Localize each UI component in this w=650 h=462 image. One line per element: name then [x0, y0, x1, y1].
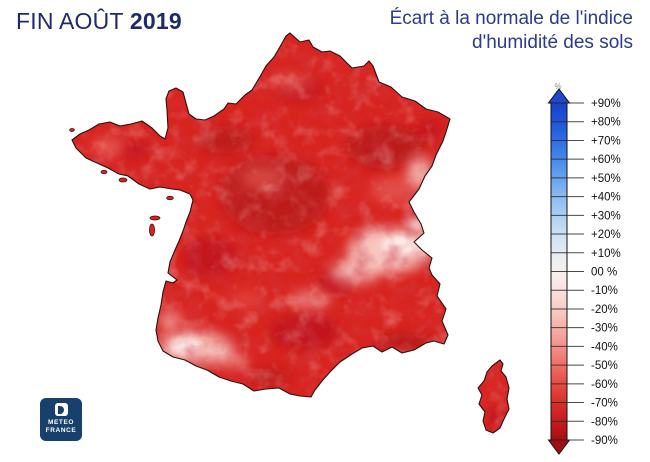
legend-tick-label: -30% — [591, 323, 618, 335]
legend-ticks — [551, 102, 584, 441]
period-title: FIN AOÛT 2019 — [16, 8, 182, 35]
legend-tick-label: -50% — [591, 360, 618, 372]
legend-tick-label: -70% — [591, 398, 618, 410]
meteo-france-logo: METEO FRANCE — [40, 398, 82, 441]
legend-tick-label: +10% — [591, 248, 621, 260]
legend-tick-label: +80% — [591, 117, 621, 129]
legend-tick-label: +60% — [591, 154, 621, 166]
legend-tick-label: +50% — [591, 173, 621, 185]
anomaly-raster-layer — [72, 33, 509, 433]
logo-text-line2: FRANCE — [45, 426, 77, 434]
coastal-islands — [69, 128, 174, 237]
legend-tick-label: -90% — [591, 435, 618, 447]
legend-unit-label: % — [554, 82, 561, 91]
period-label: FIN AOÛT — [16, 8, 124, 34]
color-scale-legend: % +90% +80% +70% +60% +50% +40% +30% +20% +10% 00… — [547, 82, 621, 455]
legend-tick-label: +90% — [591, 98, 621, 110]
legend-tick-label: -80% — [591, 416, 618, 428]
legend-tick-label: +70% — [591, 135, 621, 147]
france-mainland-outline — [71, 32, 451, 398]
legend-tick-label: +20% — [591, 229, 621, 241]
map-title: Écart à la normale de l'indice d'humidit… — [390, 7, 633, 55]
legend-tick-label: -40% — [591, 341, 618, 353]
legend-tick-label: -60% — [591, 379, 618, 391]
logo-text-line1: METEO — [47, 419, 75, 426]
legend-tick-label: -10% — [591, 285, 618, 297]
map-title-line2: d'humidité des sols — [472, 32, 633, 53]
legend-tick-label: -20% — [591, 304, 618, 316]
legend-tick-label: +30% — [591, 210, 621, 222]
scale-down-arrow-icon — [547, 439, 571, 455]
meteo-france-icon — [54, 403, 68, 416]
legend-labels: +90% +80% +70% +60% +50% +40% +30% +20% +10% 00 %… — [591, 98, 621, 447]
legend-tick-label: 00 % — [591, 267, 617, 279]
map-title-line1: Écart à la normale de l'indice — [389, 8, 633, 29]
period-year: 2019 — [129, 8, 182, 34]
corsica-outline — [477, 359, 510, 434]
legend-tick-label: +40% — [591, 192, 621, 204]
scale-up-arrow-icon — [547, 88, 571, 104]
